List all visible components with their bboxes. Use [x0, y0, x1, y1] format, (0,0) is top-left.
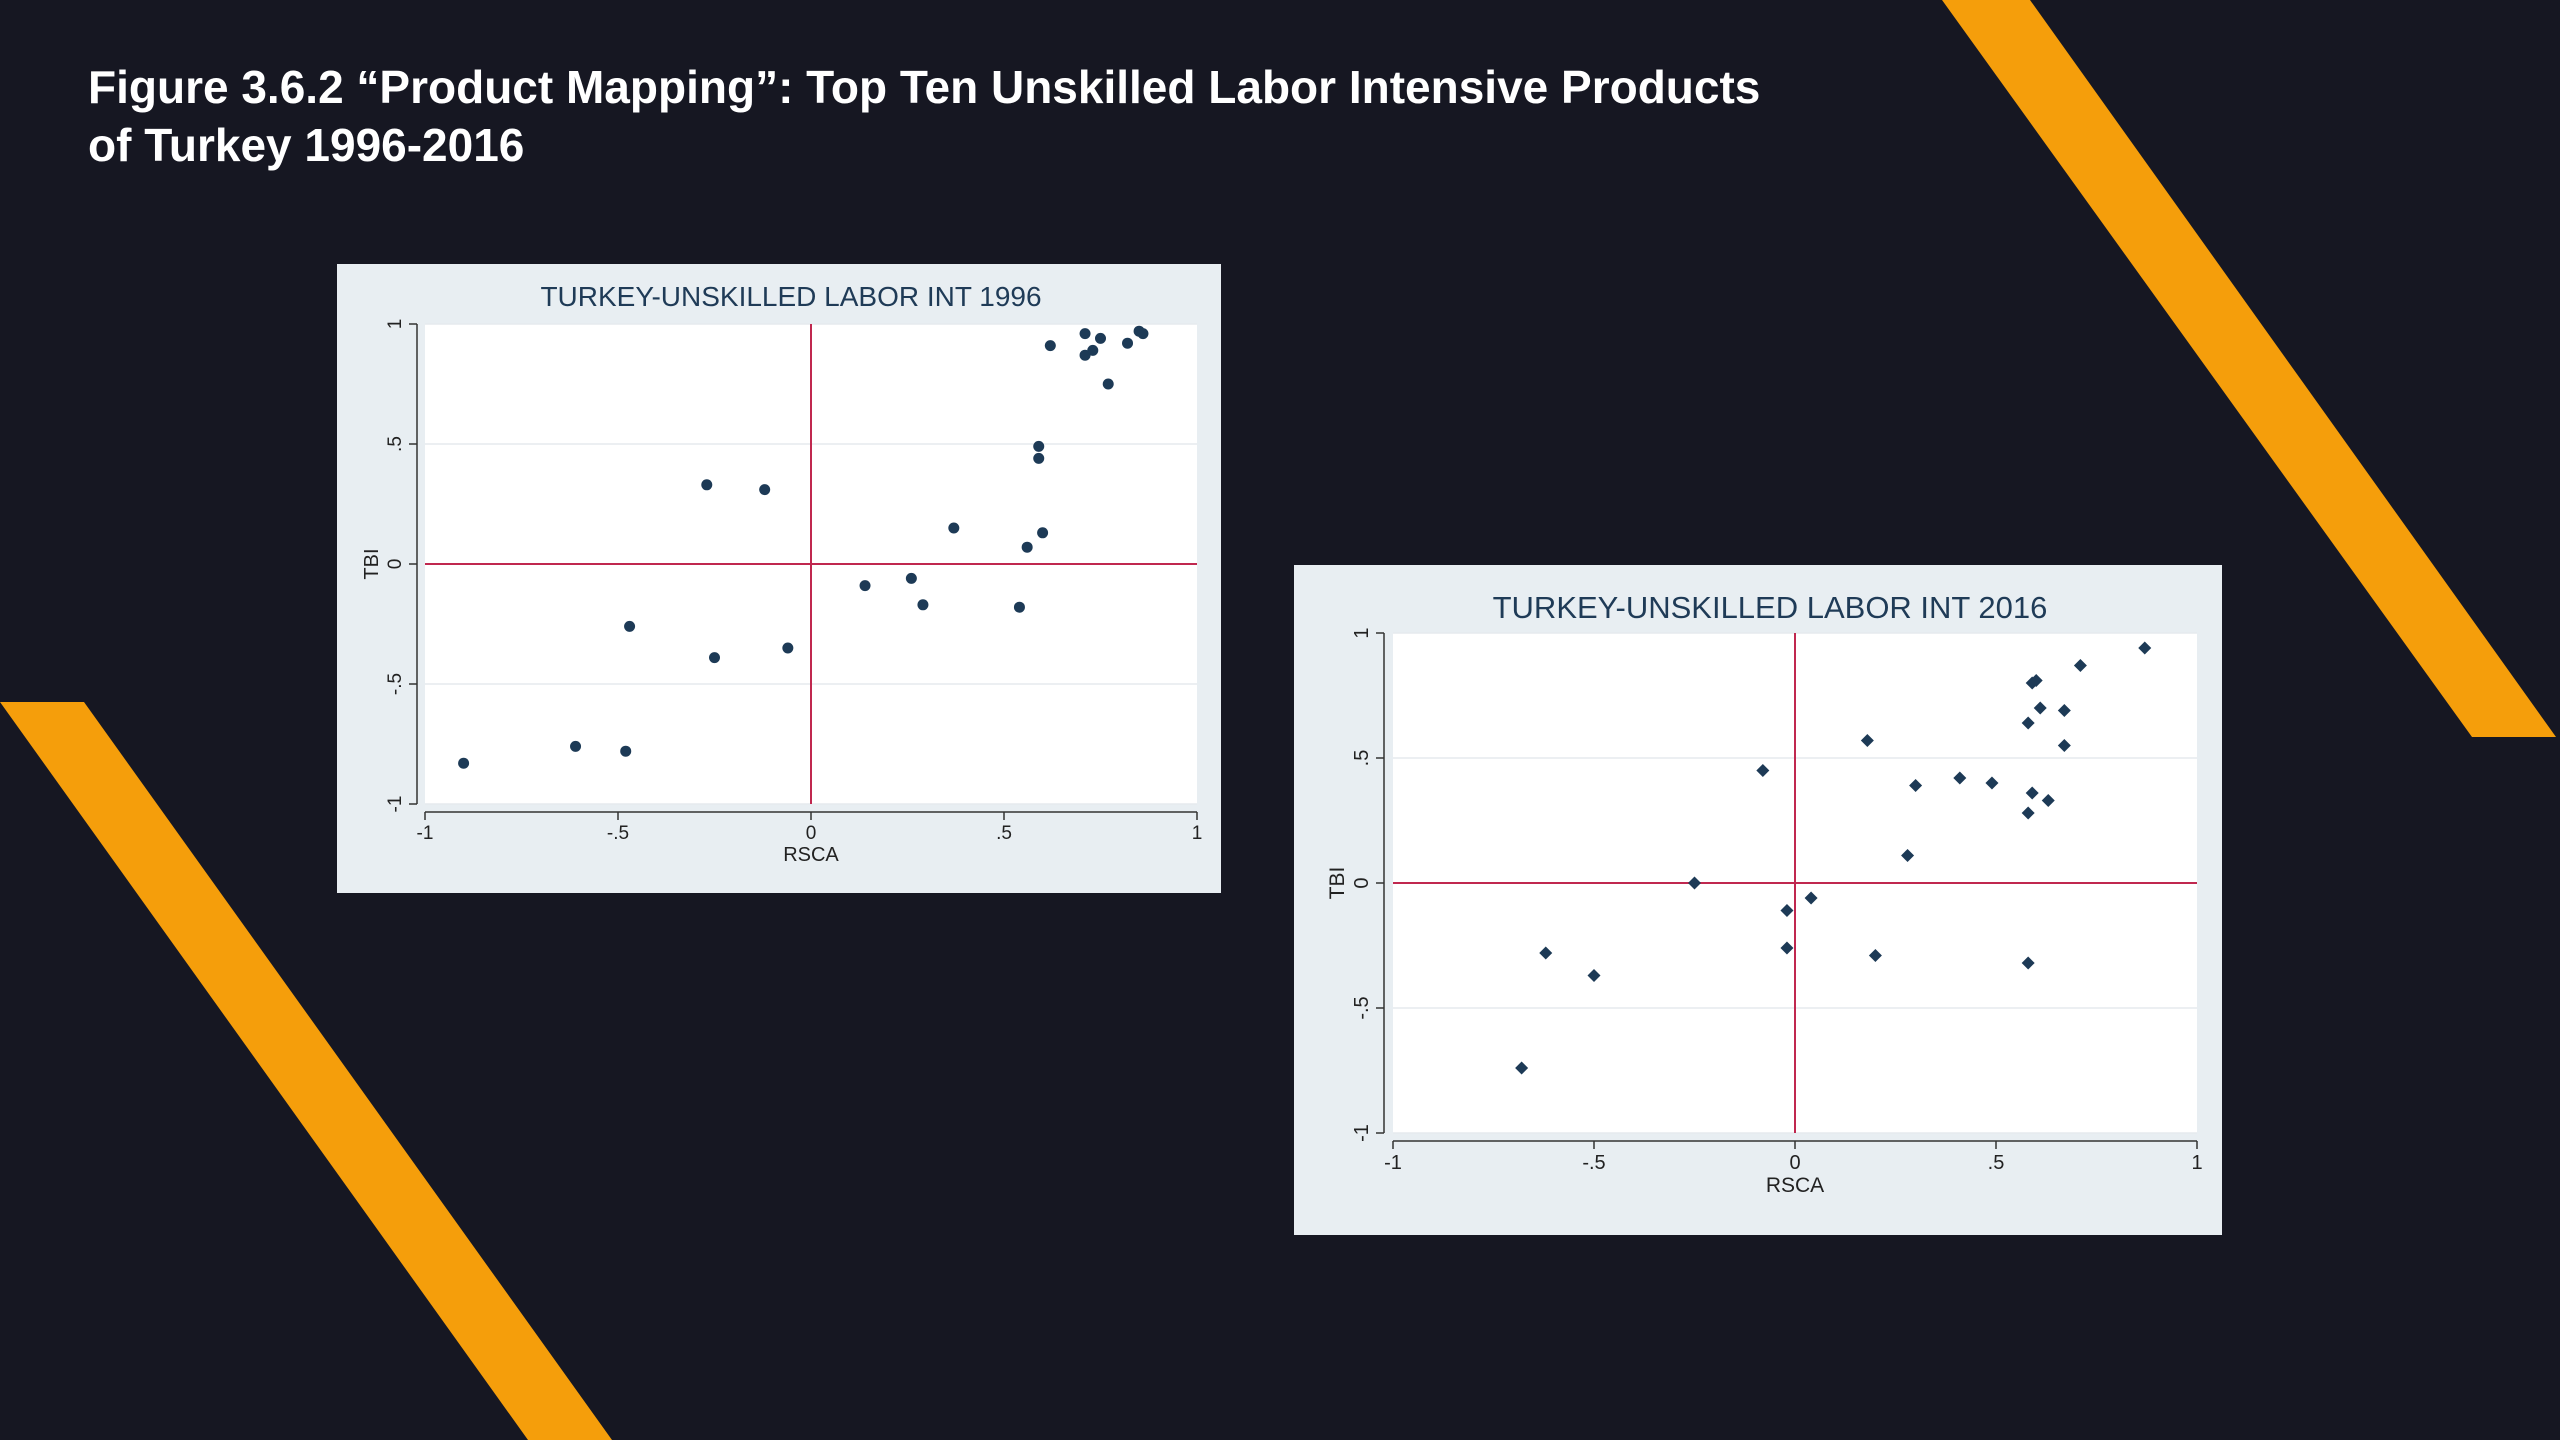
slide-title-line-1: Figure 3.6.2 “Product Mapping”: Top Ten … — [88, 61, 1761, 113]
data-point — [1860, 734, 1874, 747]
y-tick-label: -1 — [1351, 1124, 1373, 1142]
data-point — [620, 745, 632, 757]
x-axis-label: RSCA — [1766, 1174, 1824, 1197]
x-tick-label: -1 — [417, 823, 434, 844]
scatter-chart-2016: TURKEY-UNSKILLED LABOR INT 2016 -1 -.5 0 .5 1… — [1326, 590, 2203, 1197]
data-point — [2033, 701, 2047, 715]
x-tick-label: .5 — [996, 823, 1012, 844]
data-point — [2057, 739, 2071, 752]
data-point — [624, 620, 636, 632]
data-point — [2021, 716, 2035, 730]
data-point — [1953, 771, 1967, 785]
chart-panel-1996: TURKEY-UNSKILLED LABOR INT 1996 -1 -.5 0 .5 1… — [337, 264, 1221, 893]
data-point — [1033, 452, 1045, 464]
data-point — [759, 484, 771, 496]
x-tick-label: 1 — [2191, 1152, 2202, 1174]
y-tick-label: -.5 — [385, 673, 406, 695]
x-tick-label: -.5 — [1582, 1152, 1605, 1174]
chart-panel-2016: TURKEY-UNSKILLED LABOR INT 2016 -1 -.5 0 .5 1… — [1294, 565, 2222, 1235]
x-tick-label: 1 — [1192, 823, 1203, 844]
data-point — [458, 757, 470, 769]
slide-title: Figure 3.6.2 “Product Mapping”: Top Ten … — [88, 58, 1988, 174]
data-point — [1515, 1061, 1529, 1075]
data-point — [948, 522, 960, 534]
data-point — [1044, 340, 1056, 352]
y-tick-label: .5 — [1351, 750, 1373, 767]
data-point — [709, 652, 720, 664]
slide-title-line-2: of Turkey 1996-2016 — [88, 119, 525, 171]
data-point — [701, 479, 713, 491]
data-point — [1780, 904, 1794, 917]
data-point — [1102, 378, 1114, 390]
data-point — [1539, 946, 1553, 960]
data-point — [1901, 849, 1915, 862]
data-point — [1909, 779, 1923, 792]
data-point — [1688, 876, 1701, 890]
y-tick-label: 1 — [1351, 627, 1373, 638]
data-point — [1587, 969, 1601, 982]
data-point — [782, 642, 794, 654]
data-point — [1122, 337, 1134, 349]
data-point — [2057, 704, 2071, 717]
data-point — [2041, 794, 2055, 807]
scatter-chart-1996: TURKEY-UNSKILLED LABOR INT 1996 -1 -.5 0 .5 1… — [361, 281, 1203, 866]
data-point — [570, 740, 582, 752]
decor-stripe-top-right — [1942, 0, 2556, 737]
data-point — [1804, 891, 1818, 905]
data-point — [2029, 674, 2043, 687]
x-tick-label: 0 — [806, 823, 817, 844]
chart-title: TURKEY-UNSKILLED LABOR INT 2016 — [1493, 590, 2048, 625]
y-tick-label: .5 — [385, 436, 406, 452]
data-point — [2073, 659, 2087, 672]
data-point — [1868, 949, 1882, 962]
x-tick-label: -.5 — [607, 823, 629, 844]
data-point — [1095, 332, 1106, 344]
data-point — [1037, 527, 1049, 539]
y-axis-label: TBI — [361, 548, 383, 579]
x-axis-label: RSCA — [783, 844, 839, 866]
data-point — [1013, 601, 1025, 613]
y-tick-label: 0 — [1351, 877, 1373, 888]
data-point — [917, 599, 929, 611]
data-point — [2021, 956, 2035, 970]
data-point — [1137, 328, 1149, 340]
x-tick-label: .5 — [1988, 1152, 2005, 1174]
data-point — [859, 580, 871, 592]
data-point — [2025, 786, 2039, 800]
y-tick-label: -.5 — [1351, 996, 1373, 1019]
data-point — [2138, 641, 2152, 655]
y-tick-label: -1 — [385, 796, 406, 813]
data-point — [905, 572, 917, 584]
decor-stripe-bottom-left — [0, 702, 612, 1440]
data-point — [1033, 440, 1045, 452]
data-point — [1756, 764, 1770, 777]
x-tick-label: -1 — [1384, 1152, 1402, 1174]
chart-title: TURKEY-UNSKILLED LABOR INT 1996 — [540, 281, 1041, 312]
data-point — [1985, 776, 1999, 790]
x-tick-label: 0 — [1789, 1152, 1800, 1174]
data-point — [1087, 344, 1099, 356]
data-point — [2021, 806, 2035, 820]
data-point — [1079, 328, 1091, 340]
y-axis-label: TBI — [1326, 867, 1349, 900]
data-point — [1780, 941, 1794, 955]
y-tick-label: 1 — [385, 319, 406, 330]
y-tick-label: 0 — [385, 559, 406, 570]
data-point — [1021, 541, 1033, 553]
